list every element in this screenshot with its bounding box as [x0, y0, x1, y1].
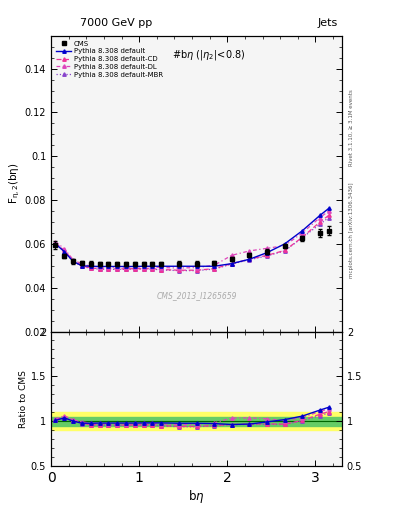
- Bar: [51, 412, 342, 430]
- Text: Jets: Jets: [318, 18, 338, 28]
- X-axis label: b$\eta$: b$\eta$: [188, 487, 205, 504]
- Text: #b$\eta$ ($|\eta_2|$<0.8): #b$\eta$ ($|\eta_2|$<0.8): [171, 48, 245, 61]
- Text: CMS_2013_I1265659: CMS_2013_I1265659: [156, 291, 237, 301]
- Y-axis label: Ratio to CMS: Ratio to CMS: [19, 370, 28, 428]
- Legend: CMS, Pythia 8.308 default, Pythia 8.308 default-CD, Pythia 8.308 default-DL, Pyt: CMS, Pythia 8.308 default, Pythia 8.308 …: [55, 39, 165, 79]
- Bar: [51, 417, 342, 425]
- Text: 7000 GeV pp: 7000 GeV pp: [80, 18, 152, 28]
- Text: Rivet 3.1.10, ≥ 3.1M events: Rivet 3.1.10, ≥ 3.1M events: [349, 90, 354, 166]
- Text: mcplots.cern.ch [arXiv:1306.3436]: mcplots.cern.ch [arXiv:1306.3436]: [349, 183, 354, 278]
- Y-axis label: $\mathregular{F_{\eta,2}(b\eta)}$: $\mathregular{F_{\eta,2}(b\eta)}$: [7, 163, 22, 204]
